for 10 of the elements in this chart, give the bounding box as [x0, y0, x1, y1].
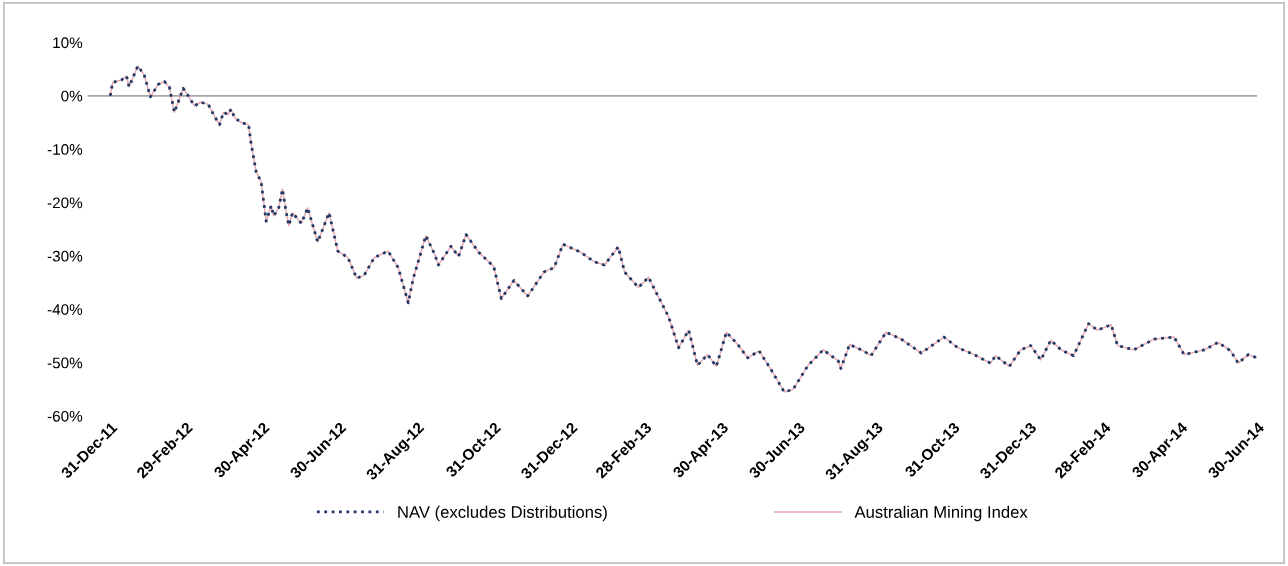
y-tick-label: 10%: [53, 37, 83, 49]
y-tick-label: -50%: [47, 357, 83, 369]
y-tick-label: -10%: [47, 144, 83, 155]
legend-label: NAV (excludes Distributions): [398, 505, 607, 522]
legend-label: Australian Mining Index: [854, 505, 1028, 522]
y-tick-label: -40%: [47, 304, 83, 315]
y-tick-label: 0%: [61, 90, 83, 102]
y-tick-label: -60%: [47, 410, 83, 422]
y-tick-label: -20%: [47, 197, 83, 209]
y-tick-label: -30%: [47, 250, 83, 262]
